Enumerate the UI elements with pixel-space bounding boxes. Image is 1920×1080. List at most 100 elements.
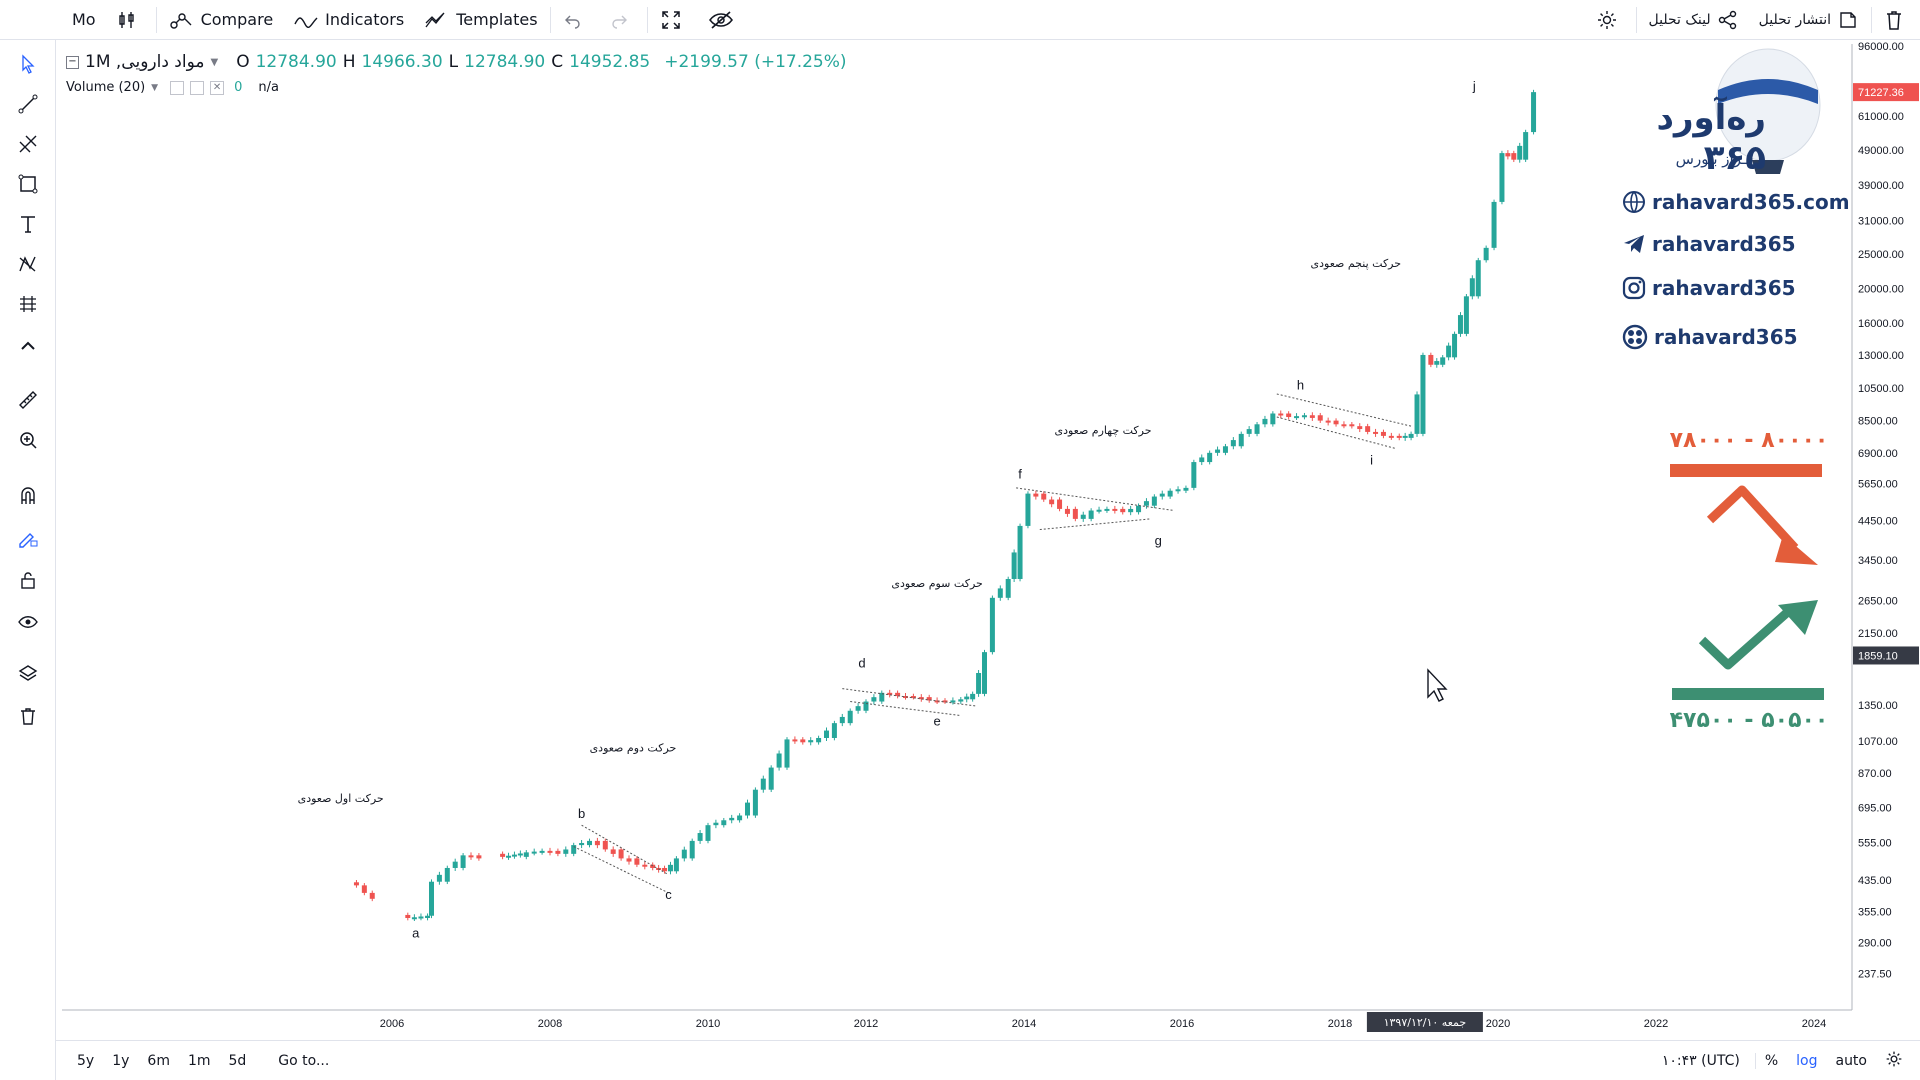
price-chart[interactable]: a b c d e f g h i j حرکت اول صعودی حرکت دوم صعودی حر… xyxy=(56,40,1920,1040)
range-5d[interactable]: 5d xyxy=(228,1052,247,1069)
time-axis[interactable]: 2006 2008 2010 2012 2014 2016 2018 2020 2022 2024… xyxy=(62,1009,1852,1032)
zoom-tool[interactable] xyxy=(12,424,44,456)
templates-button[interactable]: Templates xyxy=(414,0,547,40)
range-6m[interactable]: 6m xyxy=(147,1052,170,1069)
candle-body xyxy=(1049,499,1055,505)
percent-toggle[interactable]: % xyxy=(1754,1052,1787,1069)
collapse-tools-button[interactable] xyxy=(12,330,44,362)
candle-body xyxy=(1434,361,1440,365)
instagram-link[interactable]: rahavard365 xyxy=(1622,276,1796,300)
candle-body xyxy=(950,700,956,703)
candle-body xyxy=(839,716,845,724)
dotted-trendline xyxy=(1039,518,1151,531)
log-toggle[interactable]: log xyxy=(1796,1052,1818,1069)
candle-body xyxy=(1005,578,1011,598)
candle-body xyxy=(926,697,932,701)
candle-body xyxy=(934,700,940,703)
candle-body xyxy=(531,851,537,854)
collapse-legend-icon[interactable]: − xyxy=(66,55,79,69)
settings-button[interactable] xyxy=(1586,0,1634,40)
publish-icon xyxy=(1840,12,1856,28)
website-link[interactable]: rahavard365.com xyxy=(1622,190,1850,214)
candle-body xyxy=(579,842,585,846)
fullscreen-button[interactable] xyxy=(650,0,698,40)
candle-body xyxy=(425,915,431,919)
candle-body xyxy=(1072,508,1078,519)
gear-icon[interactable] xyxy=(190,80,205,95)
candles xyxy=(353,89,1537,922)
lower-target-bar xyxy=(1672,688,1824,700)
hide-drawings-button[interactable] xyxy=(698,0,750,40)
object-tree-button[interactable] xyxy=(12,658,44,690)
wave-label-c: c xyxy=(665,887,672,902)
candle-body xyxy=(523,852,529,857)
remove-drawings-button[interactable] xyxy=(12,700,44,732)
close-icon[interactable]: ✕ xyxy=(210,80,225,95)
dotted-trendline xyxy=(1276,393,1412,427)
chevron-down-icon[interactable]: ▼ xyxy=(210,56,219,68)
range-1y[interactable]: 1y xyxy=(112,1052,130,1069)
trendline-tool[interactable] xyxy=(12,88,44,120)
candle-body xyxy=(1033,493,1039,497)
goto-button[interactable]: Go to... xyxy=(278,1052,330,1069)
website-text: rahavard365.com xyxy=(1652,190,1850,214)
candle-body xyxy=(1402,435,1408,438)
time-tick-label: 2006 xyxy=(380,1018,404,1030)
candle-body xyxy=(673,858,679,872)
gear-icon xyxy=(1886,1051,1902,1066)
magnet-tool[interactable] xyxy=(12,480,44,512)
chart-settings-button[interactable] xyxy=(1876,1050,1912,1072)
visibility-tool[interactable] xyxy=(12,606,44,638)
candle-body xyxy=(887,692,893,695)
text-tool[interactable] xyxy=(12,208,44,240)
candle-body xyxy=(1096,509,1102,512)
candle-body xyxy=(1025,493,1031,526)
prediction-tool[interactable] xyxy=(12,288,44,320)
stay-drawing-tool[interactable] xyxy=(12,522,44,554)
candle-body xyxy=(705,825,711,841)
dotted-trendline xyxy=(1016,487,1175,512)
cursor-tool[interactable] xyxy=(12,48,44,80)
chart-pane[interactable]: a b c d e f g h i j حرکت اول صعودی حرکت دوم صعودی حر… xyxy=(56,40,1920,1040)
interval-button[interactable]: Mo xyxy=(0,0,106,40)
candle-body xyxy=(1301,415,1307,418)
candle-body xyxy=(587,840,592,846)
indicators-button[interactable]: Indicators xyxy=(283,0,414,40)
shape-tool[interactable] xyxy=(12,168,44,200)
candle-body xyxy=(768,767,774,790)
globe-icon xyxy=(1623,191,1645,213)
candle-body xyxy=(1365,426,1371,432)
eye-icon[interactable] xyxy=(170,80,185,95)
candle-body xyxy=(1452,333,1458,358)
redo-button[interactable] xyxy=(599,0,645,40)
measure-tool[interactable] xyxy=(12,384,44,416)
wave-label-i: i xyxy=(1370,452,1373,467)
chart-type-button[interactable] xyxy=(106,0,154,40)
aparat-link[interactable]: rahavard365 xyxy=(1622,324,1798,350)
candle-body xyxy=(1167,490,1173,497)
top-toolbar: Mo Compare Indicators Templates xyxy=(0,0,1920,40)
chevron-down-icon[interactable]: ▼ xyxy=(151,82,159,93)
volume-label[interactable]: Volume (20) xyxy=(66,80,146,95)
timezone-clock[interactable]: ۱۰:۴۳ (UTC) xyxy=(1661,1052,1740,1069)
symbol-title[interactable]: مواد دارویی, 1M xyxy=(85,52,205,72)
lock-tool[interactable] xyxy=(12,564,44,596)
range-5y[interactable]: 5y xyxy=(77,1052,95,1069)
dotted-trendline xyxy=(842,688,977,707)
delete-button[interactable] xyxy=(1874,0,1920,40)
candle-body xyxy=(1294,416,1300,419)
fib-tool[interactable] xyxy=(12,128,44,160)
wave-label-g: g xyxy=(1155,533,1162,548)
time-tick-label: 2014 xyxy=(1012,1018,1036,1030)
telegram-link[interactable]: rahavard365 xyxy=(1622,232,1796,256)
publish-button[interactable]: انتشار تحلیل xyxy=(1749,0,1869,40)
candle-body xyxy=(1499,153,1505,202)
range-1m[interactable]: 1m xyxy=(187,1052,211,1069)
share-link-button[interactable]: لینک تحلیل xyxy=(1639,0,1749,40)
fib-icon xyxy=(19,135,37,153)
undo-button[interactable] xyxy=(553,0,599,40)
pattern-tool[interactable] xyxy=(12,248,44,280)
auto-toggle[interactable]: auto xyxy=(1835,1052,1867,1069)
compare-button[interactable]: Compare xyxy=(159,0,284,40)
price-axis[interactable]: 96000.00 61000.00 49000.00 39000.00 31000.00… xyxy=(1851,41,1919,1010)
